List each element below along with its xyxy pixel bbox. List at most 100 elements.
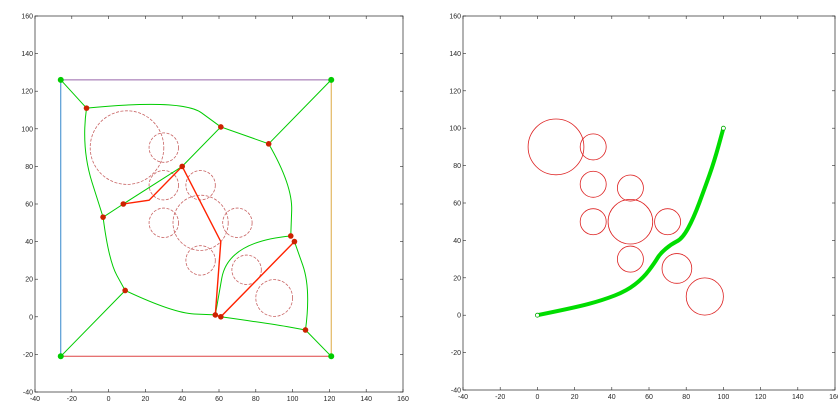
left-xtick-label: -20	[67, 396, 77, 403]
right-ytick-label: 0	[457, 313, 461, 320]
left-ytick-label: 0	[29, 314, 33, 321]
obstacle-circle	[148, 132, 179, 163]
right-xtick-label: -40	[458, 394, 468, 401]
obstacle-circle	[579, 133, 607, 161]
obstacle-circle	[607, 198, 654, 245]
voronoi-edge	[60, 79, 87, 109]
left-ytick-label: 160	[21, 14, 33, 21]
left-ytick-label: 60	[25, 202, 33, 209]
right-ytick-label: 40	[453, 238, 461, 245]
voronoi-edge	[181, 126, 222, 167]
obstacle-circle	[579, 208, 607, 236]
goal-point	[720, 125, 726, 131]
obstacle-circle	[579, 170, 607, 198]
boundary-corner-point	[328, 76, 335, 83]
obstacle-circle	[148, 207, 179, 238]
voronoi-node-point	[120, 201, 127, 207]
boundary-corner-point	[57, 353, 64, 360]
right-ytick-label: 100	[449, 126, 461, 133]
obstacle-circle	[685, 277, 724, 316]
obstacle-circle	[616, 245, 644, 273]
voronoi-node-point	[179, 163, 185, 170]
voronoi-edge	[305, 329, 332, 357]
voronoi-node-point	[218, 124, 224, 130]
voronoi-edge	[84, 108, 104, 218]
voronoi-node-point	[212, 312, 219, 318]
obstacle-circle	[185, 170, 216, 201]
right-ytick-label: -40	[451, 388, 461, 395]
right-xtick-label: 60	[645, 394, 653, 401]
voronoi-node-point	[291, 238, 298, 245]
voronoi-edge	[102, 217, 126, 291]
obstacle-circle	[616, 174, 644, 202]
boundary-corner-point	[328, 353, 335, 360]
boundary-corner-point	[57, 76, 64, 83]
voronoi-node-point	[83, 105, 90, 111]
voronoi-node-point	[265, 141, 272, 147]
left-xtick-label: 120	[324, 396, 336, 403]
voronoi-edge	[214, 235, 291, 316]
obstacle-circle	[222, 207, 253, 238]
left-ytick-label: 20	[25, 277, 33, 284]
left-xtick-label: 20	[142, 396, 150, 403]
left-ytick-label: 140	[21, 51, 33, 58]
right-xtick-label: 0	[535, 394, 539, 401]
right-ytick-label: 120	[449, 88, 461, 95]
voronoi-edge	[220, 316, 306, 331]
obstacle-circle	[527, 118, 585, 176]
voronoi-edge	[220, 126, 269, 145]
right-xtick-label: 160	[829, 394, 838, 401]
voronoi-node-point	[218, 314, 224, 320]
left-ytick-label: 80	[25, 164, 33, 171]
left-ytick-label: -20	[23, 352, 33, 359]
voronoi-roadmap-chart: -40 -20 0 20 40 60 80 100 120 140 160 -40 -20 0 20 40 60…	[21, 14, 409, 404]
voronoi-node-point	[100, 214, 106, 220]
right-xtick-label: 80	[682, 394, 690, 401]
voronoi-edge	[124, 290, 216, 316]
voronoi-node-point	[302, 327, 309, 333]
left-ytick-label: 100	[21, 126, 33, 133]
left-xtick-label: 0	[107, 396, 111, 403]
left-xtick-label: 40	[178, 396, 186, 403]
voronoi-edge	[268, 79, 332, 145]
left-ytick-label: -40	[23, 390, 33, 397]
left-ytick-label: 40	[25, 239, 33, 246]
right-xtick-label: -20	[495, 394, 505, 401]
obstacle-circle	[89, 110, 165, 185]
voronoi-edge	[123, 165, 183, 205]
left-xtick-label: -40	[30, 396, 40, 403]
right-xtick-label: 20	[571, 394, 579, 401]
voronoi-edge	[86, 103, 222, 128]
right-axes-box	[462, 15, 836, 391]
left-xtick-label: 80	[252, 396, 260, 403]
left-xtick-label: 140	[360, 396, 372, 403]
voronoi-edge	[268, 143, 293, 236]
voronoi-edge	[293, 241, 309, 331]
voronoi-edge	[102, 203, 124, 218]
obstacle-circle	[255, 279, 294, 317]
right-xtick-label: 40	[608, 394, 616, 401]
voronoi-node-point	[122, 287, 128, 294]
right-ytick-label: 140	[449, 51, 461, 58]
right-ytick-label: 60	[453, 201, 461, 208]
voronoi-node-point	[287, 233, 294, 239]
smoothed-path-chart: -40 -20 0 20 40 60 80 100 120 140 160 -40 -20 0 20 40 60…	[449, 14, 838, 402]
obstacle-circle	[661, 253, 693, 284]
voronoi-edge	[60, 290, 126, 357]
left-xtick-label: 160	[397, 396, 409, 403]
right-xtick-label: 120	[755, 394, 767, 401]
obstacle-circle	[231, 254, 262, 285]
smoothed-trajectory-line	[535, 126, 726, 318]
right-ytick-label: 160	[449, 14, 461, 21]
left-axes-box	[34, 15, 404, 393]
right-ytick-label: 80	[453, 163, 461, 170]
left-xtick-label: 100	[287, 396, 299, 403]
obstacle-circle	[148, 170, 179, 201]
right-ytick-label: 20	[453, 275, 461, 282]
left-xtick-label: 60	[215, 396, 223, 403]
obstacle-circle	[654, 208, 682, 236]
obstacle-circle	[185, 245, 216, 276]
right-ytick-label: -20	[451, 350, 461, 357]
left-ytick-label: 120	[21, 89, 33, 96]
right-xtick-label: 140	[792, 394, 804, 401]
